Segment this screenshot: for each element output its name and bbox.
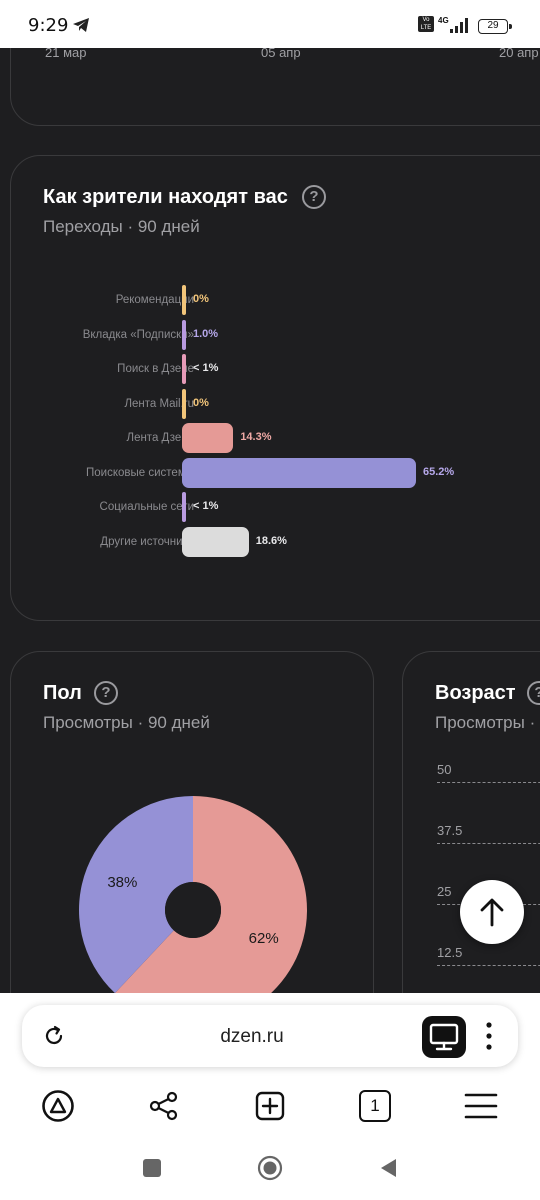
- more-options-icon[interactable]: [482, 1020, 496, 1052]
- bar-label: Вкладка «Подписки»: [82, 328, 194, 341]
- card-subtitle: Просмотры · 90 дней: [43, 713, 210, 732]
- bar-label: Поиск в Дзене: [117, 363, 194, 375]
- gridline: [437, 965, 540, 966]
- new-tab-icon[interactable]: [254, 1090, 286, 1122]
- tab-count: 1: [370, 1096, 380, 1115]
- telegram-icon: [73, 18, 89, 32]
- address-bar[interactable]: dzen.ru: [22, 1005, 518, 1067]
- bar-value-label: 14.3%: [240, 431, 272, 443]
- gridline: [437, 782, 540, 783]
- bar[interactable]: [182, 457, 416, 488]
- volte-icon: Vo LTE: [418, 16, 434, 32]
- gender-pie-chart: 62% 38%: [79, 796, 307, 993]
- status-bar: 9:29 Vo LTE 4G 29: [0, 0, 540, 48]
- bar[interactable]: [182, 492, 186, 522]
- age-tick-25: 25: [437, 884, 452, 899]
- url-text[interactable]: dzen.ru: [220, 1026, 284, 1047]
- card-title: Возраст: [435, 682, 516, 704]
- recent-apps-button[interactable]: [143, 1159, 161, 1177]
- browser-chrome: dzen.ru 1: [0, 993, 540, 1200]
- back-button[interactable]: [378, 1157, 398, 1179]
- help-icon[interactable]: ?: [527, 681, 540, 705]
- bar-value-label: 0%: [193, 396, 209, 409]
- x-tick-3: 20 апр: [499, 48, 539, 60]
- status-time: 9:29: [28, 15, 69, 36]
- card-title: Пол: [43, 682, 82, 704]
- desktop-mode-button[interactable]: [422, 1016, 466, 1058]
- bar[interactable]: [182, 423, 234, 453]
- bar[interactable]: [182, 354, 186, 384]
- age-tick-12-5: 12.5: [437, 945, 463, 960]
- pie-value-label: 62%: [249, 930, 279, 947]
- age-tick-37-5: 37.5: [437, 823, 463, 838]
- bar-value-label: < 1%: [193, 362, 219, 374]
- pie-value-label: 38%: [107, 874, 137, 891]
- pie-slice[interactable]: [79, 796, 193, 993]
- network-type: 4G: [438, 16, 449, 25]
- bar-value-label: < 1%: [193, 500, 219, 512]
- bar-label: Лента Mail.ru: [124, 397, 194, 410]
- share-icon[interactable]: [148, 1090, 180, 1122]
- page-content[interactable]: 0 21 мар 05 апр 20 апр Как зрители наход…: [0, 48, 540, 993]
- bar[interactable]: [182, 319, 186, 350]
- bar-label: Поисковые системы: [86, 466, 194, 479]
- arrow-up-icon: [480, 898, 504, 927]
- help-icon[interactable]: ?: [302, 185, 326, 209]
- x-tick-1: 21 мар: [45, 48, 87, 60]
- scroll-to-top-button[interactable]: [460, 880, 524, 944]
- menu-icon[interactable]: [464, 1092, 498, 1120]
- bar[interactable]: [182, 285, 186, 315]
- bar[interactable]: [182, 526, 249, 557]
- bar[interactable]: [182, 388, 186, 419]
- views-chart-card: 0 21 мар 05 апр 20 апр: [10, 48, 540, 126]
- gridline: [437, 843, 540, 844]
- card-subtitle: Переходы · 90 дней: [43, 217, 200, 236]
- bar-label: Рекомендации: [115, 294, 194, 306]
- traffic-sources-card: Как зрители находят вас ? Переходы · 90 …: [10, 155, 540, 621]
- signal-icon: [450, 18, 468, 33]
- battery-icon: 29: [478, 19, 512, 34]
- bar-value-label: 0%: [193, 293, 209, 305]
- donut-hole: [165, 882, 221, 938]
- x-tick-2: 05 апр: [261, 48, 301, 60]
- bar-value-label: 65.2%: [423, 465, 455, 478]
- bar-label: Другие источники: [100, 535, 194, 548]
- bar-value-label: 1.0%: [193, 327, 219, 340]
- bar-value-label: 18.6%: [255, 534, 287, 547]
- alice-assistant-icon[interactable]: [41, 1089, 75, 1123]
- home-button[interactable]: [257, 1155, 283, 1181]
- card-title: Как зрители находят вас: [43, 186, 288, 208]
- tabs-counter-button[interactable]: 1: [359, 1090, 391, 1122]
- system-navigation-bar: [0, 1143, 540, 1193]
- reload-icon[interactable]: [42, 1024, 66, 1048]
- gender-card: Пол ? Просмотры · 90 дней 62% 38%: [10, 651, 374, 993]
- help-icon[interactable]: ?: [94, 681, 118, 705]
- monitor-icon: [429, 1023, 459, 1051]
- card-subtitle: Просмотры ·: [435, 713, 536, 732]
- bar-label: Лента Дзена: [126, 432, 194, 444]
- age-tick-50: 50: [437, 762, 452, 777]
- pie-slice[interactable]: [115, 796, 307, 993]
- bar-label: Социальные сети: [99, 501, 194, 513]
